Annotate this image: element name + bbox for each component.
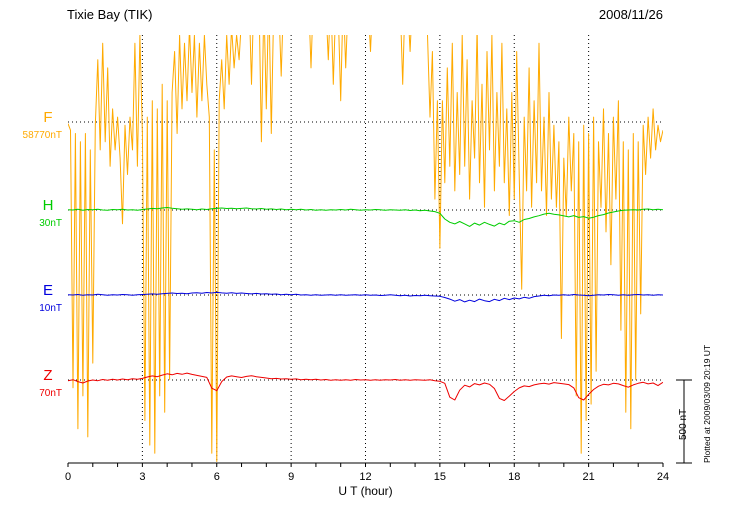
series-H-trace (68, 207, 663, 227)
scale-bar-label: 500 nT (678, 408, 689, 440)
x-tick-label: 21 (583, 471, 595, 483)
series-F-trace (68, 35, 663, 462)
x-tick-label: 3 (139, 471, 145, 483)
series-label-E: E (42, 282, 53, 299)
date-label: 2008/11/26 (598, 7, 663, 22)
x-axis-title: U T (hour) (338, 484, 393, 498)
series-baseline-Z: 70nT (39, 388, 62, 399)
series-baseline-H: 30nT (39, 218, 62, 229)
x-tick-label: 15 (434, 471, 446, 483)
station-title: Tixie Bay (TIK) (67, 7, 153, 22)
x-tick-label: 24 (657, 471, 669, 483)
series-baseline-E: 10nT (39, 303, 62, 314)
x-tick-label: 18 (508, 471, 520, 483)
x-tick-label: 0 (65, 471, 71, 483)
x-tick-label: 12 (359, 471, 371, 483)
series-E-trace (68, 291, 663, 303)
traces-group (68, 35, 663, 462)
series-Z-trace (68, 372, 663, 401)
series-label-F: F (43, 109, 53, 126)
series-baseline-F: 58770nT (22, 130, 62, 141)
x-tick-label: 9 (288, 471, 294, 483)
series-label-H: H (42, 197, 54, 214)
series-label-Z: Z (43, 367, 53, 384)
plotted-at-note: Plotted at 2009/03/09 20:19 UT (702, 344, 712, 463)
x-tick-label: 6 (214, 471, 220, 483)
